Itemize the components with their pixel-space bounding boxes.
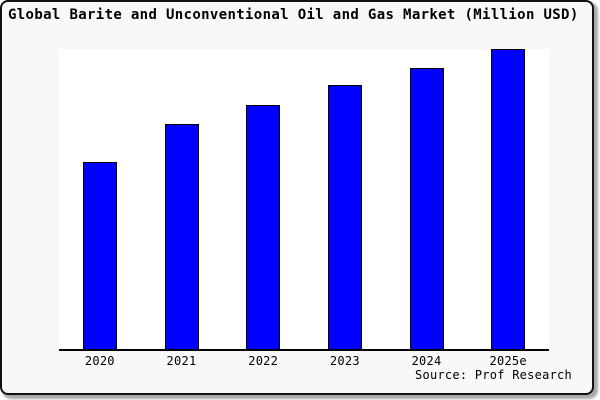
bar-slot [59,49,141,349]
bar-slot [386,49,468,349]
chart-window: Global Barite and Unconventional Oil and… [0,0,594,395]
bar-slot [222,49,304,349]
x-tick-label-2020: 2020 [84,354,115,368]
plot-area [59,49,549,351]
bar-2021 [164,124,199,349]
bar-2020 [82,162,117,349]
bar-2022 [246,104,281,349]
bar-2025e [491,49,526,349]
x-axis-labels: 2020 2021 2022 2023 2024 2025e [59,354,549,368]
x-tick-label-2022: 2022 [248,354,279,368]
x-tick-label-2023: 2023 [329,354,360,368]
source-note: Source: Prof Research [415,368,572,382]
bar-2024 [409,67,444,349]
bar-2023 [327,85,362,349]
chart-title: Global Barite and Unconventional Oil and… [8,7,579,23]
bar-slot [304,49,386,349]
x-tick-label-2025e: 2025e [489,354,527,368]
x-tick-label-2021: 2021 [166,354,197,368]
bar-slot [141,49,223,349]
bars-container [59,49,549,349]
x-tick-label-2024: 2024 [411,354,442,368]
bar-slot [467,49,549,349]
